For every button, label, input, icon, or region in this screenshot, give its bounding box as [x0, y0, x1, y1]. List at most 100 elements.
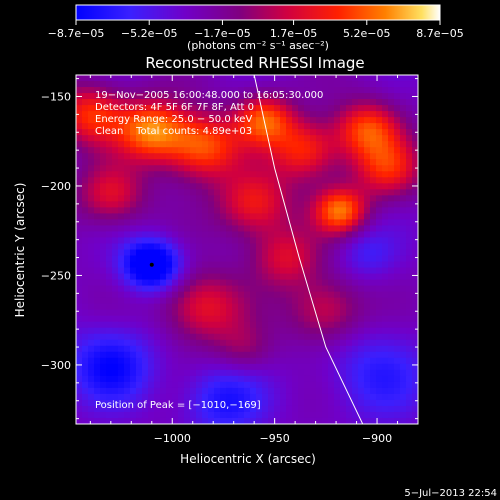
heatmap-cell — [292, 129, 299, 136]
heatmap-cell — [112, 75, 119, 82]
heatmap-cell — [280, 165, 287, 172]
heatmap-cell — [400, 141, 407, 148]
heatmap-cell — [298, 147, 305, 154]
heatmap-cell — [106, 75, 113, 82]
heatmap-cell — [328, 261, 335, 269]
heatmap-cell — [208, 159, 215, 166]
heatmap-cell — [148, 267, 155, 275]
heatmap-cell — [118, 99, 125, 106]
heatmap-cell — [100, 81, 107, 88]
heatmap-cell — [136, 105, 143, 112]
heatmap-cell — [256, 261, 263, 269]
heatmap-cell — [286, 339, 293, 347]
heatmap-cell — [118, 171, 125, 178]
heatmap-cell — [250, 417, 257, 424]
heatmap-cell — [178, 207, 185, 214]
heatmap-cell — [118, 387, 125, 395]
heatmap-cell — [292, 111, 299, 118]
heatmap-cell — [238, 99, 245, 106]
heatmap-cell — [100, 189, 107, 196]
heatmap-cell — [142, 105, 149, 112]
heatmap-cell — [124, 243, 131, 251]
heatmap-cell — [94, 327, 101, 335]
heatmap-cell — [268, 303, 275, 311]
heatmap-cell — [208, 387, 215, 395]
heatmap-cell — [262, 357, 269, 365]
heatmap-cell — [190, 387, 197, 395]
heatmap-cell — [292, 327, 299, 335]
heatmap-cell — [136, 261, 143, 269]
heatmap-cell — [286, 171, 293, 178]
heatmap-cell — [322, 165, 329, 172]
heatmap-cell — [406, 351, 413, 359]
heatmap-cell — [400, 363, 407, 371]
heatmap-cell — [370, 141, 377, 148]
heatmap-cell — [160, 135, 167, 142]
heatmap-cell — [388, 291, 395, 299]
heatmap-cell — [304, 369, 311, 377]
heatmap-cell — [148, 159, 155, 166]
heatmap-cell — [190, 327, 197, 335]
heatmap-cell — [106, 381, 113, 389]
heatmap-cell — [256, 297, 263, 305]
heatmap-cell — [340, 189, 347, 196]
heatmap-cell — [124, 417, 131, 424]
heatmap-cell — [232, 417, 239, 424]
heatmap-cell — [352, 75, 359, 82]
heatmap-cell — [388, 105, 395, 112]
heatmap-cell — [214, 201, 221, 208]
heatmap-cell — [112, 273, 119, 281]
heatmap-cell — [250, 255, 257, 263]
heatmap-cell — [322, 357, 329, 365]
heatmap-cell — [130, 285, 137, 293]
heatmap-cell — [322, 129, 329, 136]
heatmap-cell — [346, 111, 353, 118]
heatmap-cell — [394, 417, 401, 424]
heatmap-cell — [76, 183, 83, 190]
heatmap-cell — [190, 135, 197, 142]
heatmap-cell — [148, 333, 155, 341]
heatmap-cell — [232, 225, 239, 233]
heatmap-cell — [406, 303, 413, 311]
heatmap-cell — [214, 267, 221, 275]
heatmap-cell — [322, 189, 329, 196]
heatmap-cell — [268, 399, 275, 407]
heatmap-cell — [148, 177, 155, 184]
heatmap-cell — [370, 105, 377, 112]
heatmap-cell — [244, 237, 251, 245]
heatmap-cell — [202, 213, 209, 221]
heatmap-cell — [286, 201, 293, 208]
heatmap-cell — [394, 279, 401, 287]
heatmap-cell — [370, 291, 377, 299]
heatmap-cell — [382, 231, 389, 239]
heatmap-cell — [166, 93, 173, 100]
heatmap-cell — [76, 159, 83, 166]
heatmap-cell — [388, 111, 395, 118]
heatmap-cell — [160, 339, 167, 347]
heatmap-cell — [412, 165, 418, 172]
heatmap-cell — [310, 93, 317, 100]
heatmap-cell — [358, 81, 365, 88]
heatmap-cell — [322, 75, 329, 82]
heatmap-cell — [370, 201, 377, 208]
heatmap-cell — [136, 177, 143, 184]
heatmap-cell — [304, 75, 311, 82]
heatmap-cell — [160, 387, 167, 395]
heatmap-cell — [310, 267, 317, 275]
heatmap-cell — [232, 285, 239, 293]
heatmap-cell — [76, 177, 83, 184]
heatmap-cell — [100, 195, 107, 202]
heatmap-cell — [196, 123, 203, 130]
heatmap-cell — [412, 81, 418, 88]
heatmap-cell — [184, 81, 191, 88]
heatmap-cell — [250, 141, 257, 148]
heatmap-cell — [88, 87, 95, 94]
heatmap-cell — [292, 99, 299, 106]
heatmap-cell — [268, 417, 275, 424]
heatmap-cell — [268, 411, 275, 419]
heatmap-cell — [142, 255, 149, 263]
heatmap-cell — [406, 357, 413, 365]
heatmap-cell — [322, 81, 329, 88]
heatmap-cell — [370, 297, 377, 305]
heatmap-cell — [118, 261, 125, 269]
